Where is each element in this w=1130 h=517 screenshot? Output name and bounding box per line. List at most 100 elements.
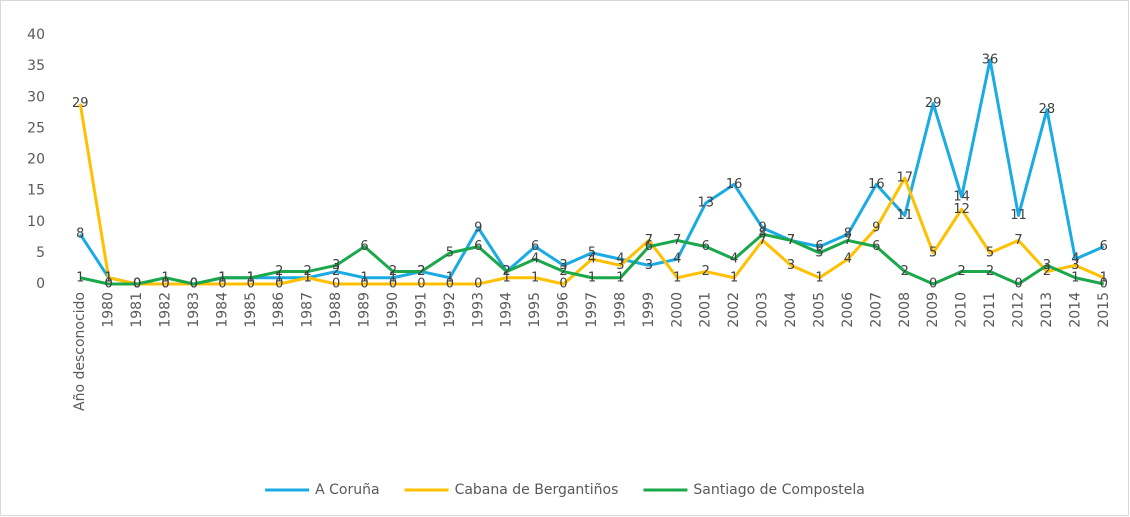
data-label: 6 <box>702 239 710 254</box>
data-label: 1 <box>673 270 681 285</box>
data-label: 1 <box>389 270 397 285</box>
data-label: 0 <box>133 277 141 292</box>
data-label: 5 <box>446 245 454 260</box>
x-tick-label: 2005 <box>811 292 827 328</box>
data-label: 1 <box>218 270 226 285</box>
data-label: 3 <box>616 258 624 273</box>
y-tick-label: 40 <box>27 27 45 43</box>
data-label: 0 <box>559 277 567 292</box>
data-label: 3 <box>1071 258 1079 273</box>
x-tick-label: 1983 <box>186 292 202 328</box>
data-label: 2 <box>503 264 511 279</box>
data-label: 4 <box>588 252 596 267</box>
data-label: 4 <box>616 252 624 267</box>
data-label: 0 <box>389 277 397 292</box>
x-tick-label: 1987 <box>300 292 316 328</box>
data-label: 2 <box>304 264 312 279</box>
data-label: 1 <box>588 270 596 285</box>
data-label: 2 <box>559 264 567 279</box>
x-tick-label: Año desconocido <box>72 292 88 411</box>
data-label: 4 <box>673 252 681 267</box>
data-label: 6 <box>531 239 539 254</box>
data-label: 0 <box>105 277 113 292</box>
data-label: 9 <box>872 220 880 235</box>
data-label: 29 <box>925 96 942 111</box>
x-tick-label: 1981 <box>129 292 145 328</box>
data-label: 0 <box>247 277 255 292</box>
data-label: 5 <box>929 245 937 260</box>
x-tick-label: 1989 <box>357 292 373 328</box>
data-label: 0 <box>161 277 169 292</box>
x-tick-label: 2008 <box>897 292 913 328</box>
data-label: 13 <box>697 196 714 211</box>
data-label: 1 <box>275 270 283 285</box>
y-tick-label: 25 <box>27 120 45 136</box>
data-label: 0 <box>1100 277 1108 292</box>
data-label: 0 <box>190 277 198 292</box>
data-label: 0 <box>332 277 340 292</box>
data-label: 1 <box>304 270 312 285</box>
data-label: 3 <box>332 258 340 273</box>
data-label: 1 <box>1100 270 1108 285</box>
data-label: 4 <box>730 252 738 267</box>
data-label: 1 <box>161 270 169 285</box>
data-label: 5 <box>986 245 994 260</box>
data-label: 2 <box>417 264 425 279</box>
y-tick-label: 0 <box>36 276 45 292</box>
data-label: 5 <box>815 245 823 260</box>
y-tick-label: 5 <box>36 245 45 261</box>
y-tick-label: 20 <box>27 152 45 168</box>
x-tick-label: 1986 <box>271 292 287 328</box>
data-label: 29 <box>72 96 89 111</box>
data-label: 3 <box>1043 258 1051 273</box>
data-label: 6 <box>815 239 823 254</box>
data-label: 2 <box>957 264 965 279</box>
data-label: 6 <box>360 239 368 254</box>
data-label: 2 <box>332 264 340 279</box>
data-label: 1 <box>105 270 113 285</box>
data-label: 4 <box>844 252 852 267</box>
x-tick-label: 2000 <box>669 292 685 328</box>
data-label: 36 <box>982 52 999 67</box>
data-label: 1 <box>360 270 368 285</box>
data-label: 6 <box>872 239 880 254</box>
x-tick-label: 1996 <box>556 292 572 328</box>
data-label: 7 <box>758 233 766 248</box>
y-tick-label: 15 <box>27 183 45 199</box>
data-label: 2 <box>901 264 909 279</box>
x-tick-label: 1994 <box>499 292 515 328</box>
data-label: 1 <box>76 270 84 285</box>
x-tick-label: 1998 <box>612 292 628 328</box>
data-label: 0 <box>133 277 141 292</box>
data-label: 0 <box>161 277 169 292</box>
data-label: 16 <box>726 177 743 192</box>
data-label: 0 <box>133 277 141 292</box>
data-label: 8 <box>844 227 852 242</box>
data-label: 1 <box>446 270 454 285</box>
data-label: 0 <box>417 277 425 292</box>
data-label: 0 <box>360 277 368 292</box>
series-line <box>79 232 1105 286</box>
x-tick-label: 1988 <box>328 292 344 328</box>
data-label: 7 <box>787 233 795 248</box>
x-tick-label: 1997 <box>584 292 600 328</box>
data-label: 3 <box>787 258 795 273</box>
x-tick-label: 2010 <box>954 292 970 328</box>
y-tick-label: 35 <box>27 58 45 74</box>
data-label: 2 <box>702 264 710 279</box>
x-tick-label: 2001 <box>698 292 714 328</box>
x-tick-label: 2002 <box>726 292 742 328</box>
x-tick-label: 2013 <box>1039 292 1055 328</box>
x-tick-label: 1992 <box>442 292 458 328</box>
data-label: 0 <box>929 277 937 292</box>
data-label: 0 <box>218 277 226 292</box>
data-label: 8 <box>76 227 84 242</box>
data-label: 2 <box>275 264 283 279</box>
data-label: 1 <box>531 270 539 285</box>
data-label: 3 <box>559 258 567 273</box>
x-tick-label: 1985 <box>243 292 259 328</box>
x-tick-label: 2007 <box>868 292 884 328</box>
data-label: 0 <box>446 277 454 292</box>
